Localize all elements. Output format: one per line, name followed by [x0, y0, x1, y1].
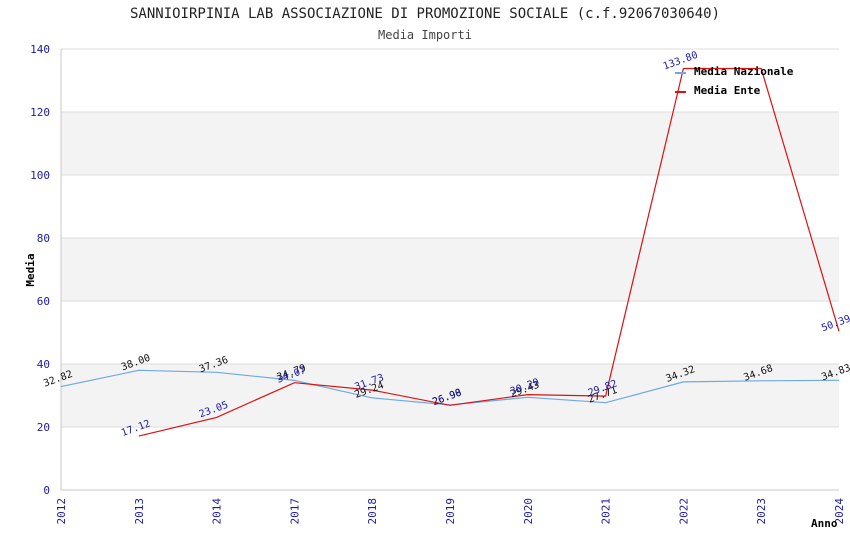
y-tick-labels: 0 20 40 60 80 100 120 140: [30, 43, 50, 497]
grid-band: [61, 112, 839, 175]
x-tick-label: 2022: [677, 498, 690, 525]
x-tick-label: 2012: [55, 498, 68, 525]
series-lines: [60, 67, 840, 437]
y-axis-label: Media: [24, 253, 37, 286]
x-tick-labels: 2012 2013 2014 2017 2018 2019 2020 2021 2022 2023…: [55, 498, 846, 525]
x-tick-label: 2019: [444, 498, 457, 525]
legend-label: Media Nazionale: [694, 65, 794, 78]
x-axis-label: Anno: [811, 517, 838, 530]
y-tick-label: 60: [37, 295, 50, 308]
y-tick-label: 140: [30, 43, 50, 56]
legend-label: Media Ente: [694, 84, 761, 97]
y-tick-label: 120: [30, 106, 50, 119]
x-tick-label: 2021: [600, 498, 613, 525]
x-tick-label: 2020: [522, 498, 535, 525]
legend: Media Nazionale Media Ente: [675, 65, 794, 97]
y-tick-label: 80: [37, 232, 50, 245]
y-tick-label: 20: [37, 421, 50, 434]
x-tick-label: 2018: [366, 498, 379, 525]
y-tick-label: 100: [30, 169, 50, 182]
x-tick-label: 2013: [133, 498, 146, 525]
grid-band: [61, 364, 839, 427]
x-tick-label: 2024: [833, 498, 846, 525]
x-tick-label: 2017: [288, 498, 301, 525]
chart-subtitle: Media Importi: [378, 28, 472, 42]
y-tick-label: 0: [43, 484, 50, 497]
y-tick-label: 40: [37, 358, 50, 371]
grid-band: [61, 238, 839, 301]
series-line: [138, 67, 840, 437]
x-tick-label: 2014: [211, 498, 224, 525]
axes: [60, 49, 839, 491]
chart-title: SANNIOIRPINIA LAB ASSOCIAZIONE DI PROMOZ…: [130, 6, 720, 22]
x-tick-label: 2023: [755, 498, 768, 525]
grid-bands: [61, 112, 839, 427]
